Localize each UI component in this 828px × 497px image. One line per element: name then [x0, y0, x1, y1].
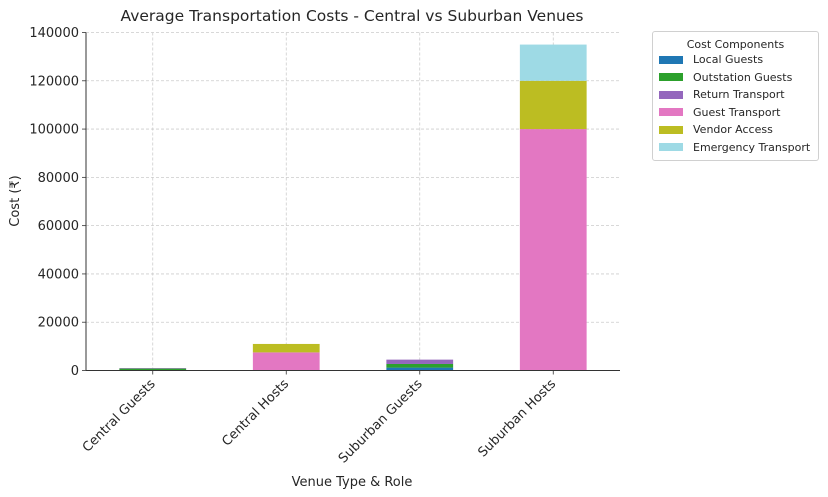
bar-central-hosts-guest-transport — [252, 352, 320, 371]
x-axis-label: Venue Type & Role — [292, 475, 413, 490]
legend-swatch — [659, 143, 683, 152]
legend-item: Return Transport — [653, 86, 818, 104]
bar-central-hosts-vendor-access — [252, 343, 320, 353]
y-tick-label: 40000 — [38, 267, 79, 282]
legend-label: Outstation Guests — [693, 70, 793, 84]
x-tick-label: Central Guests — [80, 377, 159, 456]
chart-title: Average Transportation Costs - Central v… — [121, 7, 584, 25]
legend-swatch — [659, 73, 683, 82]
bar-central-guests-return-transport — [119, 368, 187, 369]
legend-swatch — [659, 108, 683, 117]
y-tick-label: 100000 — [29, 123, 79, 138]
x-tick-label: Suburban Hosts — [475, 377, 559, 461]
bar-suburban-guests-return-transport — [386, 359, 454, 364]
legend-swatch — [659, 125, 683, 134]
bars — [119, 44, 587, 371]
bar-suburban-hosts-guest-transport — [519, 129, 587, 371]
legend-item: Local Guests — [653, 51, 818, 69]
legend-label: Vendor Access — [693, 123, 773, 137]
legend-item: Guest Transport — [653, 104, 818, 122]
bar-central-guests-outstation-guests — [119, 368, 187, 371]
legend-item: Vendor Access — [653, 121, 818, 139]
legend-item: Outstation Guests — [653, 69, 818, 87]
legend-swatch — [659, 90, 683, 99]
x-tick-label: Central Hosts — [219, 377, 292, 450]
legend-item: Emergency Transport — [653, 139, 818, 157]
legend-label: Local Guests — [693, 53, 764, 67]
legend-title: Cost Components — [686, 38, 785, 51]
legend: Cost Components Local Guests Outstation G… — [652, 31, 819, 161]
y-tick-label: 120000 — [29, 74, 79, 89]
bar-suburban-guests-outstation-guests — [386, 363, 454, 368]
y-tick-label: 0 — [71, 364, 79, 379]
legend-label: Guest Transport — [693, 105, 781, 119]
y-axis-label: Cost (₹) — [8, 175, 23, 226]
y-tick-label: 20000 — [38, 316, 79, 331]
legend-swatch — [659, 55, 683, 64]
legend-label: Return Transport — [693, 88, 785, 102]
bar-suburban-hosts-vendor-access — [519, 80, 587, 130]
legend-label: Emergency Transport — [693, 140, 811, 154]
y-tick-label: 140000 — [29, 26, 79, 41]
y-tick-label: 60000 — [38, 219, 79, 234]
x-tick-label: Suburban Guests — [336, 377, 426, 467]
bar-suburban-hosts-emergency-transport — [519, 44, 587, 81]
bar-suburban-guests-local-guests — [386, 367, 454, 371]
y-tick-label: 80000 — [38, 171, 79, 186]
